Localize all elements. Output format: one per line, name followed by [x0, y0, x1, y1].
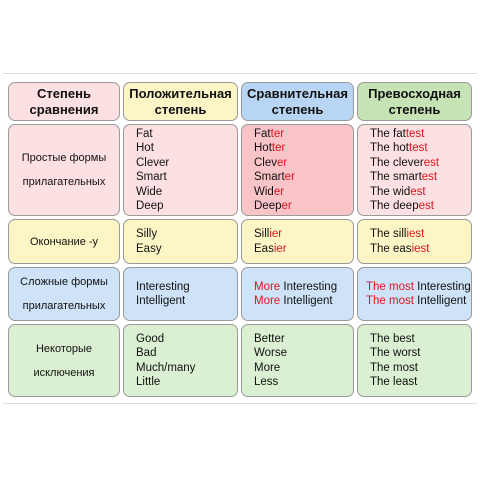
word: More Interesting: [254, 280, 338, 293]
word: Fat: [136, 127, 153, 140]
word: The worst: [370, 347, 421, 359]
word: Sillier: [254, 228, 283, 240]
word: The fattest: [370, 127, 425, 140]
word: The most Intelligent: [366, 295, 467, 307]
word: More Intelligent: [254, 295, 333, 307]
word: The smartest: [370, 171, 438, 183]
word: Worse: [254, 347, 288, 359]
comparative-list-simple: Fatter Hotter Clever Smarter Wider Deepe…: [241, 124, 354, 216]
superlative-list-compound: The most Interesting The most Intelligen…: [357, 267, 472, 321]
positive-list-exceptions: Good Bad Much/many Little: [123, 324, 238, 397]
word: Wider: [254, 185, 285, 198]
comparative-list-y: Sillier Easier: [241, 219, 354, 264]
word: The most Interesting: [366, 280, 471, 293]
word: Smarter: [254, 171, 295, 183]
word: The cleverest: [370, 156, 440, 169]
word: Much/many: [136, 361, 196, 374]
word: Little: [136, 376, 161, 388]
word: Deep: [136, 200, 164, 212]
word: The best: [370, 332, 415, 345]
word: More: [254, 361, 281, 374]
row-label-exceptions: Некоторые исключения: [8, 324, 120, 397]
word: Good: [136, 332, 165, 345]
page-frame: [3, 73, 477, 404]
header-positive: Положительная степень: [123, 82, 238, 121]
word: The widest: [370, 185, 426, 198]
word: Better: [254, 332, 285, 345]
word: Fatter: [254, 127, 285, 140]
word: The most: [370, 361, 418, 374]
comparative-list-compound: More Interesting More Intelligent: [241, 267, 354, 321]
superlative-list-y: The silliest The easiest: [357, 219, 472, 264]
word: Wide: [136, 185, 163, 198]
superlative-list-simple: The fattest The hottest The cleverest Th…: [357, 124, 472, 216]
row-label-y-ending: Окончание -y: [8, 219, 120, 264]
word: Interesting: [136, 280, 190, 293]
positive-list-y: Silly Easy: [123, 219, 238, 264]
word: Easy: [136, 242, 162, 255]
word: Smart: [136, 171, 167, 183]
positive-list-simple: Fat Hot Clever Smart Wide Deep: [123, 124, 238, 216]
word: Clever: [136, 156, 170, 169]
comparative-list-exceptions: Better Worse More Less: [241, 324, 354, 397]
header-degree: Степень сравнения: [8, 82, 120, 121]
word: The hottest: [370, 142, 428, 154]
row-label-compound: Сложные формы прилагательных: [8, 267, 120, 321]
word: Silly: [136, 228, 158, 240]
word: The deepest: [370, 200, 434, 212]
word: Hot: [136, 142, 154, 154]
header-superlative: Превосходная степень: [357, 82, 472, 121]
word: The least: [370, 376, 418, 388]
positive-list-compound: Interesting Intelligent: [123, 267, 238, 321]
word: Less: [254, 376, 279, 388]
word: Clever: [254, 156, 288, 169]
row-label-simple: Простые формы прилагательных: [8, 124, 120, 216]
header-comparative: Сравнительная степень: [241, 82, 354, 121]
superlative-list-exceptions: The best The worst The most The least: [357, 324, 472, 397]
word: Deeper: [254, 200, 292, 212]
word: Intelligent: [136, 295, 186, 307]
word: Hotter: [254, 142, 286, 154]
word: Easier: [254, 242, 287, 255]
word: Bad: [136, 347, 157, 359]
word: The easiest: [370, 242, 430, 255]
word: The silliest: [370, 228, 425, 240]
